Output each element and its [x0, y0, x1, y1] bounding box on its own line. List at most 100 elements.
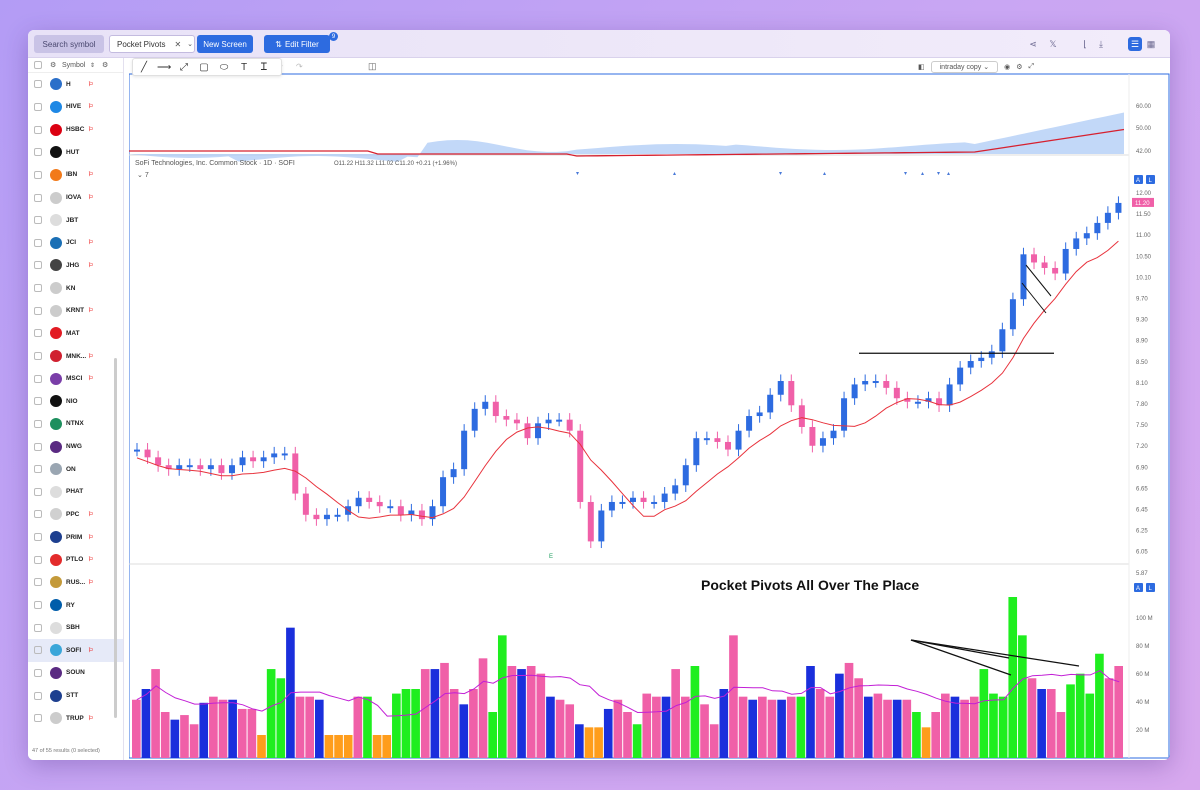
- chevron-down-icon[interactable]: ⌄: [187, 41, 194, 48]
- text-cursor-icon[interactable]: Ꮖ: [260, 61, 268, 73]
- flag-icon[interactable]: ⚐: [88, 376, 94, 383]
- snapshot-icon[interactable]: ◫: [368, 61, 377, 71]
- row-checkbox[interactable]: [34, 193, 42, 202]
- row-checkbox[interactable]: [34, 80, 42, 89]
- flag-icon[interactable]: ⚐: [88, 579, 94, 586]
- row-checkbox[interactable]: [34, 238, 42, 247]
- row-checkbox[interactable]: [34, 397, 42, 406]
- flag-icon[interactable]: ⚐: [88, 647, 94, 654]
- row-checkbox[interactable]: [34, 419, 42, 428]
- trend-line-icon[interactable]: ⤢: [180, 61, 188, 73]
- row-checkbox[interactable]: [34, 465, 42, 474]
- layout-icon[interactable]: ◧: [918, 64, 925, 71]
- row-checkbox[interactable]: [34, 578, 42, 587]
- screen-tab[interactable]: Pocket Pivots ✕ ⌄: [109, 35, 195, 53]
- sidebar-item-phat[interactable]: PHAT: [28, 481, 123, 504]
- gear-icon[interactable]: ⚙: [1016, 64, 1023, 71]
- row-checkbox[interactable]: [34, 442, 42, 451]
- row-checkbox[interactable]: [34, 306, 42, 315]
- row-checkbox[interactable]: [34, 102, 42, 111]
- column-settings-icon[interactable]: ⚙: [102, 62, 109, 69]
- row-checkbox[interactable]: [34, 555, 42, 564]
- sidebar-item-ry[interactable]: RY: [28, 594, 123, 617]
- row-checkbox[interactable]: [34, 170, 42, 179]
- flag-icon[interactable]: ⚐: [88, 308, 94, 315]
- sidebar-item-nio[interactable]: NIO: [28, 390, 123, 413]
- sidebar-item-hut[interactable]: HUT: [28, 141, 123, 164]
- row-checkbox[interactable]: [34, 284, 42, 293]
- flag-icon[interactable]: ⚐: [88, 511, 94, 518]
- text-tool-icon[interactable]: T: [240, 61, 248, 73]
- settings-icon[interactable]: ⚙: [50, 62, 57, 69]
- grid-view-icon[interactable]: ▦: [1146, 38, 1156, 49]
- stock-chart[interactable]: ▾ ▴ ▾ ▴ ▾ ▴ ▾ ▴ 11.20 12.00 11.50 11.00 10.50 10.10…: [128, 58, 1170, 760]
- rectangle-tool-icon[interactable]: ▢: [199, 61, 209, 73]
- redo-icon[interactable]: ↷: [296, 62, 303, 71]
- sidebar-item-jci[interactable]: JCI ⚐: [28, 231, 123, 254]
- chart-view-icon[interactable]: ⌊: [1083, 38, 1087, 49]
- sidebar-item-ptlo[interactable]: PTLO ⚐: [28, 548, 123, 571]
- sidebar-item-sofi[interactable]: SOFI ⚐: [28, 639, 123, 662]
- sidebar-item-hsbc[interactable]: HSBC ⚐: [28, 118, 123, 141]
- flag-icon[interactable]: ⚐: [88, 81, 94, 88]
- sidebar-item-kn[interactable]: KN: [28, 277, 123, 300]
- select-all-checkbox[interactable]: [34, 61, 42, 69]
- sidebar-item-ibn[interactable]: IBN ⚐: [28, 164, 123, 187]
- row-checkbox[interactable]: [34, 623, 42, 632]
- row-checkbox[interactable]: [34, 601, 42, 610]
- sidebar-item-krnt[interactable]: KRNT ⚐: [28, 299, 123, 322]
- layout-select[interactable]: intraday copy ⌄: [930, 61, 999, 73]
- sidebar-item-ppc[interactable]: PPC ⚐: [28, 503, 123, 526]
- symbol-column-header[interactable]: Symbol: [62, 61, 86, 69]
- flag-icon[interactable]: ⚐: [88, 557, 94, 564]
- row-checkbox[interactable]: [34, 510, 42, 519]
- sidebar-item-iova[interactable]: IOVA ⚐: [28, 186, 123, 209]
- row-checkbox[interactable]: [34, 329, 42, 338]
- row-checkbox[interactable]: [34, 714, 42, 723]
- flag-icon[interactable]: ⚐: [88, 104, 94, 111]
- flag-icon[interactable]: ⚐: [88, 195, 94, 202]
- sidebar-item-nwg[interactable]: NWG: [28, 435, 123, 458]
- flag-icon[interactable]: ⚐: [88, 534, 94, 541]
- new-screen-button[interactable]: New Screen: [197, 35, 253, 53]
- sidebar-item-sbh[interactable]: SBH: [28, 616, 123, 639]
- flag-icon[interactable]: ⚐: [88, 240, 94, 247]
- row-checkbox[interactable]: [34, 691, 42, 700]
- sidebar-item-mat[interactable]: MAT: [28, 322, 123, 345]
- sidebar-item-trup[interactable]: TRUP ⚐: [28, 707, 123, 730]
- row-checkbox[interactable]: [34, 533, 42, 542]
- sidebar-item-prim[interactable]: PRIM ⚐: [28, 526, 123, 549]
- fullscreen-icon[interactable]: ⤢: [1028, 63, 1035, 70]
- flag-icon[interactable]: ⚐: [88, 353, 94, 360]
- sidebar-item-on[interactable]: ON: [28, 458, 123, 481]
- row-checkbox[interactable]: [34, 352, 42, 360]
- search-symbol-button[interactable]: Search symbol: [34, 35, 104, 53]
- ellipse-tool-icon[interactable]: ⬭: [219, 61, 229, 73]
- sidebar-item-h[interactable]: H ⚐: [28, 73, 123, 96]
- horizontal-ray-icon[interactable]: ⟶: [157, 61, 172, 73]
- sidebar-item-stt[interactable]: STT: [28, 684, 123, 707]
- flag-icon[interactable]: ⚐: [88, 715, 94, 722]
- row-checkbox[interactable]: [34, 216, 42, 225]
- camera-icon[interactable]: ◉: [1004, 64, 1011, 71]
- chart-area[interactable]: ▾ ▴ ▾ ▴ ▾ ▴ ▾ ▴ 11.20 12.00 11.50 11.00 10.50 10.10…: [128, 58, 1170, 760]
- flag-icon[interactable]: ⚐: [88, 127, 94, 134]
- row-checkbox[interactable]: [34, 487, 42, 496]
- row-checkbox[interactable]: [34, 668, 42, 677]
- edit-filter-button[interactable]: ⇅ Edit Filter: [264, 35, 330, 53]
- flag-icon[interactable]: ⚐: [88, 172, 94, 179]
- sidebar-item-mnk[interactable]: MNK... ⚐: [28, 345, 123, 368]
- x-logo-icon[interactable]: 𝕏: [1049, 38, 1057, 49]
- sidebar-scrollbar[interactable]: [114, 358, 117, 718]
- share-icon[interactable]: ⋖: [1029, 38, 1037, 49]
- row-checkbox[interactable]: [34, 646, 42, 655]
- flag-icon[interactable]: ⚐: [88, 262, 94, 269]
- sidebar-item-hive[interactable]: HIVE ⚐: [28, 96, 123, 119]
- close-icon[interactable]: ✕: [174, 39, 182, 49]
- download-icon[interactable]: ⤓: [1099, 38, 1103, 49]
- list-view-icon[interactable]: ☰: [1128, 37, 1142, 51]
- row-checkbox[interactable]: [34, 148, 42, 157]
- sidebar-item-rus[interactable]: RUS... ⚐: [28, 571, 123, 594]
- sidebar-item-jhg[interactable]: JHG ⚐: [28, 254, 123, 277]
- line-tool-icon[interactable]: ╱: [140, 61, 148, 73]
